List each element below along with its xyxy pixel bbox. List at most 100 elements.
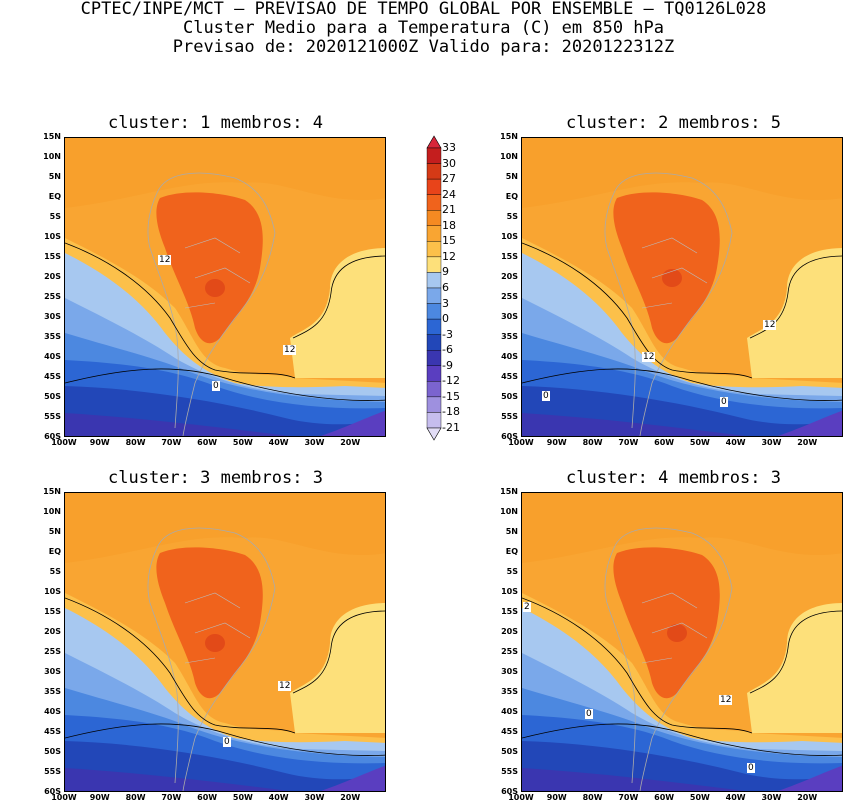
lat-tick-label: 5N [505,527,518,536]
lat-tick-label: 10S [501,232,518,241]
header-subtitle: Cluster Medio para a Temperatura (C) em … [182,18,665,38]
header-dates: Previsao de: 2020121000Z Valido para: 20… [172,37,675,57]
contour-label: 12 [719,695,733,705]
lat-tick-label: 35S [501,332,518,341]
lon-tick-label: 30W [761,793,782,802]
lon-tick-label: 90W [546,438,567,447]
lon-tick-label: 100W [508,793,534,802]
lon-tick-label: 80W [125,793,146,802]
lat-tick-label: 10S [501,587,518,596]
contour-label: 12 [642,352,656,362]
lat-tick-label: 25S [44,292,61,301]
lat-tick-label: 50S [501,392,518,401]
colorbar-tick-label: 0 [442,312,449,326]
colorbar-tick-label: -18 [442,405,460,419]
contour-label: 12 [278,681,292,691]
panel-4-title: cluster: 4 membros: 3 [566,468,781,488]
lat-tick-label: 5N [48,172,61,181]
colorbar-tick-label: -12 [442,374,460,388]
lat-tick-label: 35S [501,687,518,696]
lat-tick-label: 40S [501,707,518,716]
lat-tick-label: 45S [501,372,518,381]
lat-tick-label: 15N [500,132,518,141]
lon-tick-label: 100W [51,438,77,447]
lat-tick-label: 40S [44,352,61,361]
lon-tick-label: 90W [546,793,567,802]
lat-tick-label: 30S [44,312,61,321]
lat-tick-label: 5S [506,212,518,221]
lon-tick-label: 70W [161,793,182,802]
lon-tick-label: 40W [268,793,289,802]
panel-2-title: cluster: 2 membros: 5 [566,113,781,133]
lon-tick-label: 50W [689,793,710,802]
lat-tick-label: 25S [44,647,61,656]
contour-label: 0 [585,709,593,719]
contour-label: 0 [212,381,220,391]
lon-tick-label: 30W [304,793,325,802]
lat-tick-label: 10N [500,507,518,516]
map-panel-cluster-1 [64,137,386,437]
lat-tick-label: 60S [501,432,518,441]
lon-tick-label: 80W [582,438,603,447]
lat-tick-label: 40S [44,707,61,716]
lon-tick-label: 50W [232,793,253,802]
lon-tick-label: 80W [582,793,603,802]
map-panel-cluster-3 [64,492,386,792]
lon-tick-label: 20W [340,793,361,802]
contour-label: 2 [523,602,531,612]
lat-tick-label: 10N [43,507,61,516]
lat-tick-label: 5N [48,527,61,536]
lon-tick-label: 100W [51,793,77,802]
lat-tick-label: 50S [44,747,61,756]
colorbar-tick-label: 30 [442,156,456,170]
contour-label: 12 [283,345,297,355]
colorbar-tick-label: -6 [442,343,453,357]
contour-label: 0 [223,737,231,747]
lat-tick-label: EQ [505,547,518,556]
lat-tick-label: 20S [44,627,61,636]
contour-label: 0 [720,397,728,407]
lat-tick-label: 60S [501,787,518,796]
lon-tick-label: 20W [340,438,361,447]
lon-tick-label: 40W [268,438,289,447]
lat-tick-label: 45S [44,727,61,736]
lon-tick-label: 70W [618,438,639,447]
lat-tick-label: 35S [44,332,61,341]
temperature-field [522,493,842,791]
colorbar-tick-label: 3 [442,296,449,310]
lat-tick-label: 35S [44,687,61,696]
lon-tick-label: 60W [654,438,675,447]
header-title: CPTEC/INPE/MCT — PREVISAO DE TEMPO GLOBA… [80,0,767,19]
lat-tick-label: 30S [501,667,518,676]
lat-tick-label: 45S [501,727,518,736]
lat-tick-label: 25S [501,647,518,656]
lat-tick-label: 20S [44,272,61,281]
figure-header: CPTEC/INPE/MCT — PREVISAO DE TEMPO GLOBA… [0,0,847,57]
lat-tick-label: 15N [43,132,61,141]
panel-3-title: cluster: 3 membros: 3 [108,468,323,488]
lat-tick-label: 10S [44,587,61,596]
colorbar-tick-label: -21 [442,421,460,434]
lon-tick-label: 70W [161,438,182,447]
lon-tick-label: 90W [89,793,110,802]
colorbar-tick-label: 6 [442,281,449,294]
lat-tick-label: 20S [501,272,518,281]
lat-tick-label: 55S [44,412,61,421]
colorbar-tick-label: -3 [442,327,453,341]
colorbar-tick-label: -9 [442,358,453,372]
lat-tick-label: EQ [48,547,61,556]
lat-tick-label: 50S [44,392,61,401]
map-panel-cluster-4 [521,492,843,792]
lat-tick-label: 15S [44,607,61,616]
colorbar-tick-label: -15 [442,389,460,403]
lon-tick-label: 90W [89,438,110,447]
colorbar-tick-label: 24 [442,187,456,201]
lon-tick-label: 80W [125,438,146,447]
colorbar-tick-label: 9 [442,265,449,279]
lat-tick-label: 5S [506,567,518,576]
lat-tick-label: 15N [43,487,61,496]
lat-tick-label: 10S [44,232,61,241]
lat-tick-label: 5S [49,567,61,576]
colorbar-scale [426,135,442,441]
lon-tick-label: 100W [508,438,534,447]
